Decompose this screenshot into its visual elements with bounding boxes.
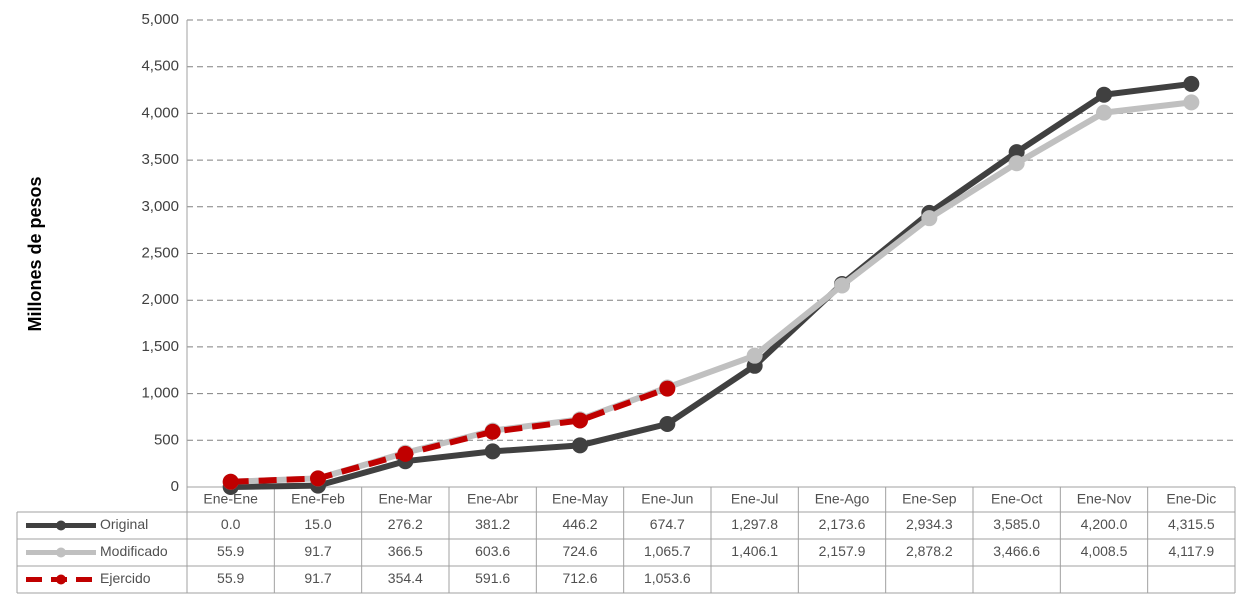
point [659,415,676,432]
legend-label: Original [100,516,148,532]
x-tick-label: Ene-Abr [467,491,519,507]
data-label: 712.6 [562,570,597,586]
data-label: 674.7 [650,516,685,532]
point [484,443,501,460]
y-tick-label: 0 [171,478,179,495]
point [572,412,588,429]
point [1183,75,1200,92]
x-tick-label: Ene-Nov [1077,491,1131,507]
data-label: 2,934.3 [906,516,953,532]
y-tick-label: 3,000 [141,198,179,215]
data-label: 3,585.0 [993,516,1040,532]
data-label: 446.2 [562,516,597,532]
y-tick-label: 2,500 [141,244,179,261]
point [1183,94,1200,111]
x-tick-label: Ene-Jul [731,491,778,507]
point [1008,144,1025,161]
data-label: 366.5 [388,543,423,559]
x-tick-label: Ene-Sep [902,491,957,507]
point [1008,155,1025,172]
point [484,423,501,440]
data-label: 591.6 [475,570,510,586]
legend-label: Ejercido [100,570,151,586]
y-tick-label: 1,500 [141,338,179,355]
data-label: 381.2 [475,516,510,532]
series-line [230,80,1192,490]
data-label: 4,315.5 [1168,516,1215,532]
data-label: 2,157.9 [819,543,866,559]
data-label: 0.0 [221,516,241,532]
x-tick-label: Ene-Ago [815,491,870,507]
point [1096,104,1112,121]
point [310,470,326,487]
data-label: 276.2 [388,516,423,532]
data-label: 1,406.1 [731,543,778,559]
data-label: 1,053.6 [644,570,691,586]
series-line [230,385,669,485]
data-label: 91.7 [304,570,331,586]
x-tick-label: Ene-Dic [1166,491,1216,507]
data-label: 4,117.9 [1168,543,1214,559]
legend-marker [56,520,66,531]
point [659,380,676,397]
series-line [230,99,1192,485]
y-tick-label: 500 [154,431,179,448]
point [921,210,938,227]
data-label: 1,065.7 [644,543,691,559]
x-tick-label: Ene-May [552,491,608,507]
x-tick-label: Ene-Ene [203,491,258,507]
x-tick-label: Ene-Jun [641,491,693,507]
data-label: 3,466.6 [993,543,1040,559]
point [834,277,850,294]
data-label: 1,297.8 [731,516,778,532]
y-tick-label: 5,000 [141,11,179,28]
data-label: 354.4 [388,570,423,586]
data-label: 91.7 [304,543,331,559]
y-tick-label: 4,500 [141,58,179,75]
y-tick-label: 3,500 [141,151,179,168]
point [1096,86,1112,103]
x-tick-label: Ene-Mar [378,491,432,507]
data-label: 4,200.0 [1081,516,1128,532]
point [572,437,588,454]
point [746,347,763,364]
y-tick-label: 1,000 [141,385,179,402]
y-tick-label: 4,000 [141,104,179,121]
point [397,445,414,462]
y-axis-label: Millones de pesos [25,176,45,331]
y-tick-label: 2,000 [141,291,179,308]
legend-label: Modificado [100,543,168,559]
data-label: 2,878.2 [906,543,953,559]
data-label: 603.6 [475,543,510,559]
x-tick-label: Ene-Oct [991,491,1042,507]
x-tick-label: Ene-Feb [291,491,345,507]
data-label: 2,173.6 [819,516,866,532]
data-label: 15.0 [304,516,331,532]
point [222,473,239,490]
legend-marker [56,547,66,558]
data-label: 724.6 [562,543,597,559]
data-label: 55.9 [217,570,244,586]
data-label: 55.9 [217,543,244,559]
legend-marker [56,574,66,585]
data-label: 4,008.5 [1081,543,1128,559]
